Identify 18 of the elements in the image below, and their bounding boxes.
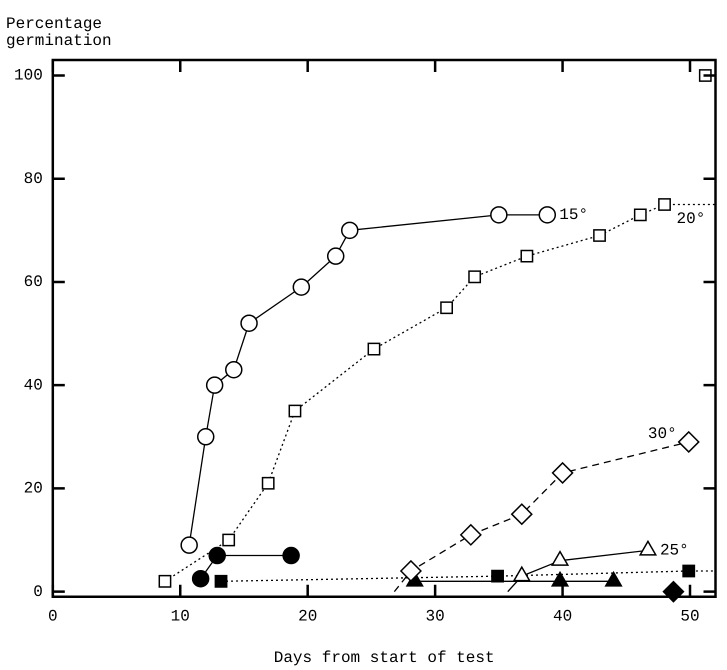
x-tick-label: 50 bbox=[680, 608, 700, 626]
x-tick-label: 0 bbox=[48, 608, 58, 626]
y-tick-label: 80 bbox=[24, 170, 43, 188]
y-tick-label: 40 bbox=[24, 376, 43, 394]
y-tick-label: 0 bbox=[33, 582, 43, 601]
y-tick-label: 20 bbox=[24, 480, 43, 498]
series-label: 25° bbox=[660, 542, 689, 560]
y-tick-label: 60 bbox=[24, 273, 43, 292]
series-label: 30° bbox=[648, 425, 677, 444]
x-tick-label: 40 bbox=[552, 608, 572, 626]
y-tick-label: 100 bbox=[14, 66, 43, 85]
y-axis-title: Percentage germination bbox=[6, 15, 112, 50]
x-tick-label: 30 bbox=[426, 608, 445, 626]
x-axis-title: Days from start of test bbox=[274, 649, 495, 667]
x-tick-label: 20 bbox=[298, 608, 318, 626]
x-tick-label: 10 bbox=[170, 608, 190, 626]
series-label: 15° bbox=[559, 206, 588, 224]
series-label: 20° bbox=[676, 210, 706, 228]
